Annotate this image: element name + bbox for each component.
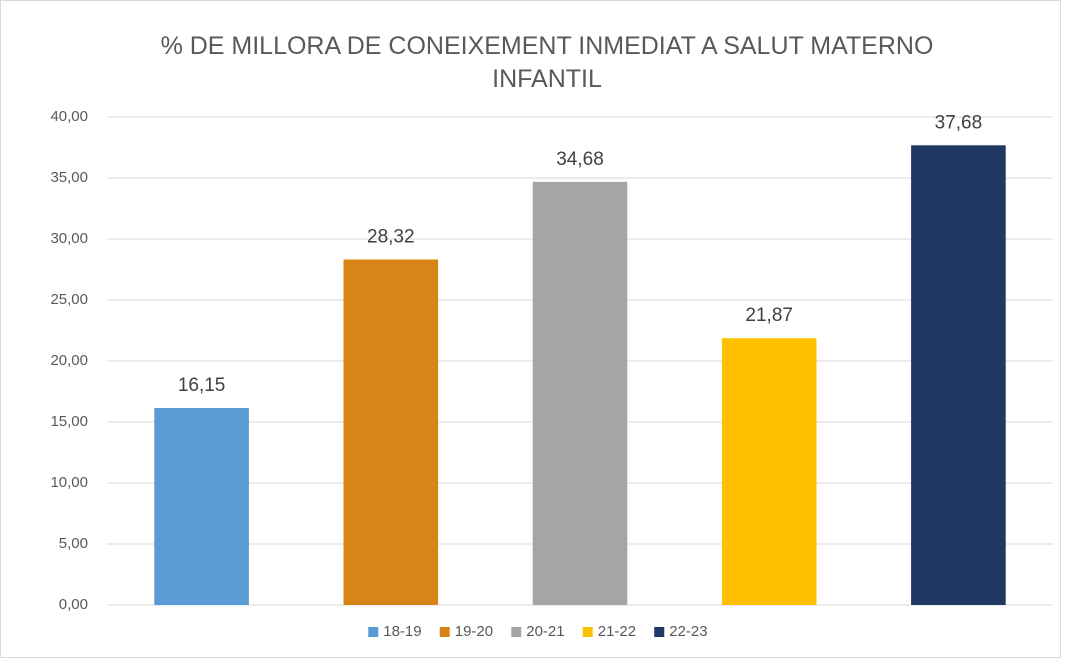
chart-title: % DE MILLORA DE CONEIXEMENT INMEDIAT A S… xyxy=(160,32,934,93)
legend-swatch xyxy=(368,627,379,637)
value-label: 37,68 xyxy=(935,112,983,133)
y-tick-label: 10,00 xyxy=(50,474,88,491)
y-tick-label: 0,00 xyxy=(59,596,88,613)
legend-label: 18-19 xyxy=(383,623,421,640)
bar xyxy=(721,338,817,605)
bar xyxy=(532,181,628,606)
bar xyxy=(154,407,249,605)
legend-label: 19-20 xyxy=(455,623,493,640)
bar xyxy=(343,259,439,605)
value-label: 28,32 xyxy=(367,227,415,248)
bar xyxy=(911,145,1006,605)
y-tick-label: 25,00 xyxy=(50,291,88,308)
value-label: 34,68 xyxy=(556,149,604,170)
value-label: 21,87 xyxy=(745,305,793,326)
legend-swatch xyxy=(654,627,665,637)
legend-label: 22-23 xyxy=(669,623,707,640)
y-tick-label: 5,00 xyxy=(59,535,88,552)
legend-label: 21-22 xyxy=(598,623,636,640)
legend-swatch xyxy=(439,627,450,637)
y-tick-label: 15,00 xyxy=(50,413,88,430)
value-label: 16,15 xyxy=(178,375,226,396)
y-tick-label: 40,00 xyxy=(50,108,88,125)
legend-swatch xyxy=(511,627,522,637)
legend-label: 20-21 xyxy=(526,623,564,640)
legend-swatch xyxy=(582,627,593,637)
y-tick-label: 30,00 xyxy=(50,230,88,247)
y-tick-label: 35,00 xyxy=(50,169,88,186)
y-tick-label: 20,00 xyxy=(50,352,88,369)
